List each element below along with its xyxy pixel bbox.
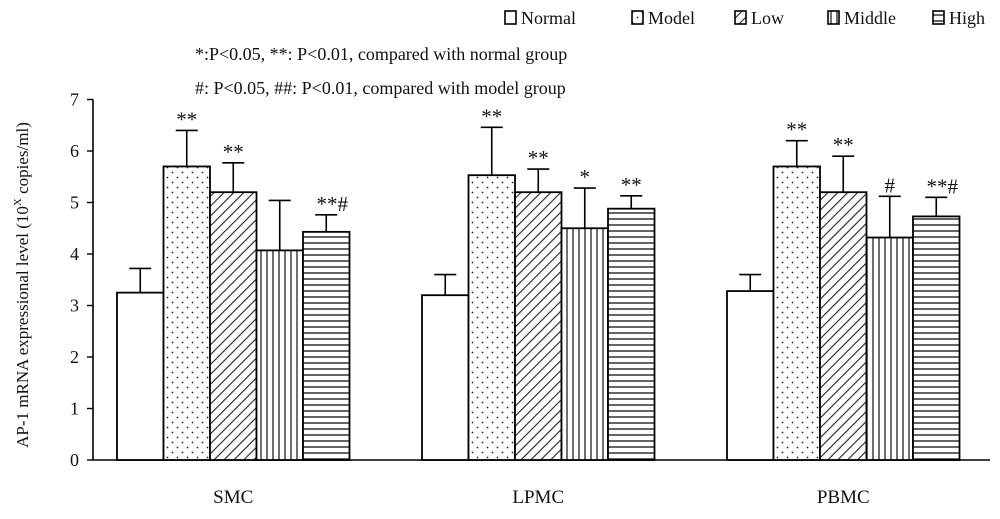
bar-normal-smc — [116, 291, 165, 461]
bar-normal-pbmc — [726, 290, 775, 461]
significance-mark: **# — [927, 174, 959, 198]
significance-mark: ** — [176, 107, 197, 131]
legend: Normal Model Low Middle High — [504, 8, 985, 28]
significance-mark: * — [580, 165, 591, 189]
legend-label-model: Model — [648, 8, 695, 28]
y-tick-label: 2 — [70, 347, 79, 367]
significance-mark: # — [885, 173, 896, 197]
y-tick-label: 0 — [70, 450, 79, 470]
bar-model-pbmc — [772, 165, 821, 461]
bar-low-lpmc — [514, 191, 563, 461]
significance-mark: ** — [223, 140, 244, 164]
bar-model-lpmc — [467, 174, 516, 461]
legend-swatch-high — [932, 10, 945, 25]
x-tick-label: SMC — [213, 487, 253, 508]
significance-mark: ** — [833, 133, 854, 157]
bar-middle-lpmc — [560, 227, 609, 461]
x-tick-label: PBMC — [817, 487, 870, 508]
bar-high-smc — [302, 230, 351, 461]
legend-label-high: High — [949, 8, 985, 28]
bar-model-smc — [162, 165, 211, 461]
legend-swatch-model — [631, 10, 644, 25]
significance-mark: **# — [317, 192, 349, 216]
y-tick-label: 1 — [70, 399, 79, 419]
bar-low-pbmc — [819, 191, 868, 461]
y-tick-label: 4 — [70, 244, 79, 264]
bar-middle-smc — [255, 249, 304, 461]
legend-label-normal: Normal — [521, 8, 576, 28]
bar-low-smc — [209, 191, 258, 461]
y-tick-label: 5 — [70, 193, 79, 213]
legend-label-middle: Middle — [844, 8, 896, 28]
significance-mark: ** — [481, 104, 502, 128]
significance-mark: ** — [621, 173, 642, 197]
bar-middle-pbmc — [865, 236, 914, 461]
significance-mark: ** — [786, 118, 807, 142]
y-tick-label: 3 — [70, 296, 79, 316]
bar-normal-lpmc — [421, 294, 470, 461]
bar-high-pbmc — [912, 215, 961, 461]
bars-group: ******#SMC***** **LPMC****# **#PBMC — [116, 104, 961, 508]
legend-swatch-middle — [827, 10, 840, 25]
bar-high-lpmc — [607, 207, 656, 461]
annotation-model-group: #: P<0.05, ##: P<0.01, compared with mod… — [195, 78, 566, 98]
legend-label-low: Low — [751, 8, 784, 28]
significance-mark: ** — [528, 146, 549, 170]
y-axis-label: AP-1 mRNA expressional level (10X copies… — [12, 122, 32, 448]
legend-swatch-low — [734, 10, 747, 25]
y-tick-label: 6 — [70, 141, 79, 161]
x-tick-label: LPMC — [512, 487, 564, 508]
annotation-normal-group: *:P<0.05, **: P<0.01, compared with norm… — [195, 44, 567, 64]
y-tick-label: 7 — [70, 90, 79, 110]
legend-swatch-normal — [504, 10, 517, 25]
